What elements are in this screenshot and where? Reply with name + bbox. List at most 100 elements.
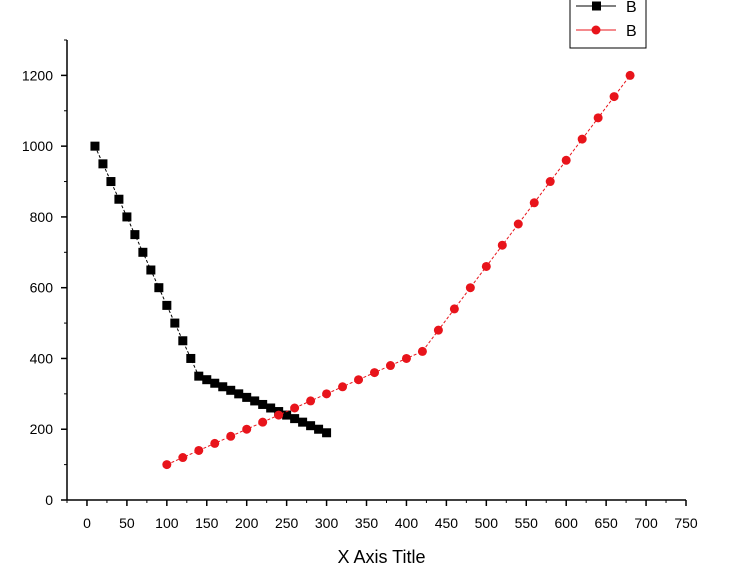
x-tick-label: 550: [515, 515, 539, 531]
data-point: [266, 403, 276, 413]
data-point: [322, 389, 332, 399]
x-tick-label: 650: [594, 515, 618, 531]
y-tick-label: 600: [30, 280, 54, 296]
x-tick-label: 150: [195, 515, 219, 531]
data-point: [202, 375, 212, 385]
data-point: [274, 410, 284, 420]
data-point: [114, 194, 124, 204]
legend: BB: [569, 0, 647, 49]
data-point: [226, 431, 236, 441]
data-point: [178, 453, 188, 463]
x-tick-label: 500: [475, 515, 499, 531]
legend-label: B: [626, 23, 637, 40]
data-point: [529, 198, 539, 208]
x-ticks: 0 50 100 150 200 250 300 350 400 450 500 550 600 650 7…: [66, 500, 698, 531]
data-point: [417, 346, 427, 356]
data-point: [354, 375, 364, 385]
data-point: [449, 304, 459, 314]
data-point: [290, 414, 300, 424]
data-point: [186, 353, 196, 363]
y-ticks: 0 200 400 600 800 1000 1200: [22, 39, 67, 508]
data-point: [258, 417, 268, 427]
data-point: [322, 428, 332, 438]
data-point: [90, 141, 100, 151]
y-tick-label: 0: [45, 492, 53, 508]
axes: [66, 40, 686, 501]
data-point: [218, 382, 228, 392]
y-tick-label: 800: [30, 209, 54, 225]
x-tick-label: 450: [435, 515, 459, 531]
data-point: [593, 113, 603, 123]
data-point: [481, 261, 491, 271]
series-line: [94, 145, 327, 434]
data-point: [242, 392, 252, 402]
data-point: [138, 247, 148, 257]
data-point: [385, 361, 395, 371]
x-tick-label: 0: [83, 515, 91, 531]
data-point: [154, 283, 164, 293]
legend-entry: B: [576, 23, 637, 40]
data-point: [306, 396, 316, 406]
data-point: [258, 399, 268, 409]
data-point: [465, 283, 475, 293]
x-tick-label: 100: [155, 515, 179, 531]
x-axis-title: X Axis Title: [337, 547, 425, 567]
data-point: [401, 353, 411, 363]
data-point: [433, 325, 443, 335]
legend-label: B: [626, 0, 637, 16]
x-tick-label: 750: [674, 515, 698, 531]
data-point: [162, 460, 172, 470]
data-point: [210, 378, 220, 388]
x-tick-label: 200: [235, 515, 259, 531]
data-point: [122, 212, 132, 222]
x-tick-label: 350: [355, 515, 379, 531]
data-point: [513, 219, 523, 229]
data-point: [130, 230, 140, 240]
data-point: [306, 421, 316, 431]
data-point: [250, 396, 260, 406]
series-2: [162, 70, 635, 470]
series-1: [90, 141, 332, 438]
data-point: [314, 424, 324, 434]
y-tick-label: 1000: [22, 138, 53, 154]
series-layer: [90, 70, 635, 470]
y-tick-label: 400: [30, 350, 54, 366]
y-tick-label: 1200: [22, 67, 53, 83]
data-point: [178, 336, 188, 346]
data-point: [370, 368, 380, 378]
x-tick-label: 400: [395, 515, 419, 531]
data-point: [561, 155, 571, 165]
legend-box: [569, 0, 647, 49]
data-point: [609, 92, 619, 102]
data-point: [338, 382, 348, 392]
x-tick-label: 300: [315, 515, 339, 531]
data-point: [545, 177, 555, 187]
data-point: [194, 371, 204, 381]
data-point: [162, 300, 172, 310]
x-tick-label: 700: [634, 515, 658, 531]
data-point: [234, 389, 244, 399]
legend-marker: [592, 1, 601, 11]
series-line: [166, 75, 631, 466]
data-point: [98, 159, 108, 169]
data-point: [106, 177, 116, 187]
y-tick-label: 200: [30, 421, 54, 437]
legend-marker: [591, 25, 601, 35]
data-point: [625, 70, 635, 80]
data-point: [290, 403, 300, 413]
data-point: [194, 445, 204, 455]
x-tick-label: 600: [555, 515, 579, 531]
data-point: [170, 318, 180, 328]
data-point: [242, 424, 252, 434]
data-point: [226, 385, 236, 395]
data-point: [282, 410, 292, 420]
data-point: [146, 265, 156, 275]
data-point: [577, 134, 587, 144]
legend-entry: B: [576, 0, 637, 16]
data-point: [210, 438, 220, 448]
data-point: [298, 417, 308, 427]
data-point: [497, 240, 507, 250]
x-tick-label: 250: [275, 515, 299, 531]
x-tick-label: 50: [119, 515, 135, 531]
